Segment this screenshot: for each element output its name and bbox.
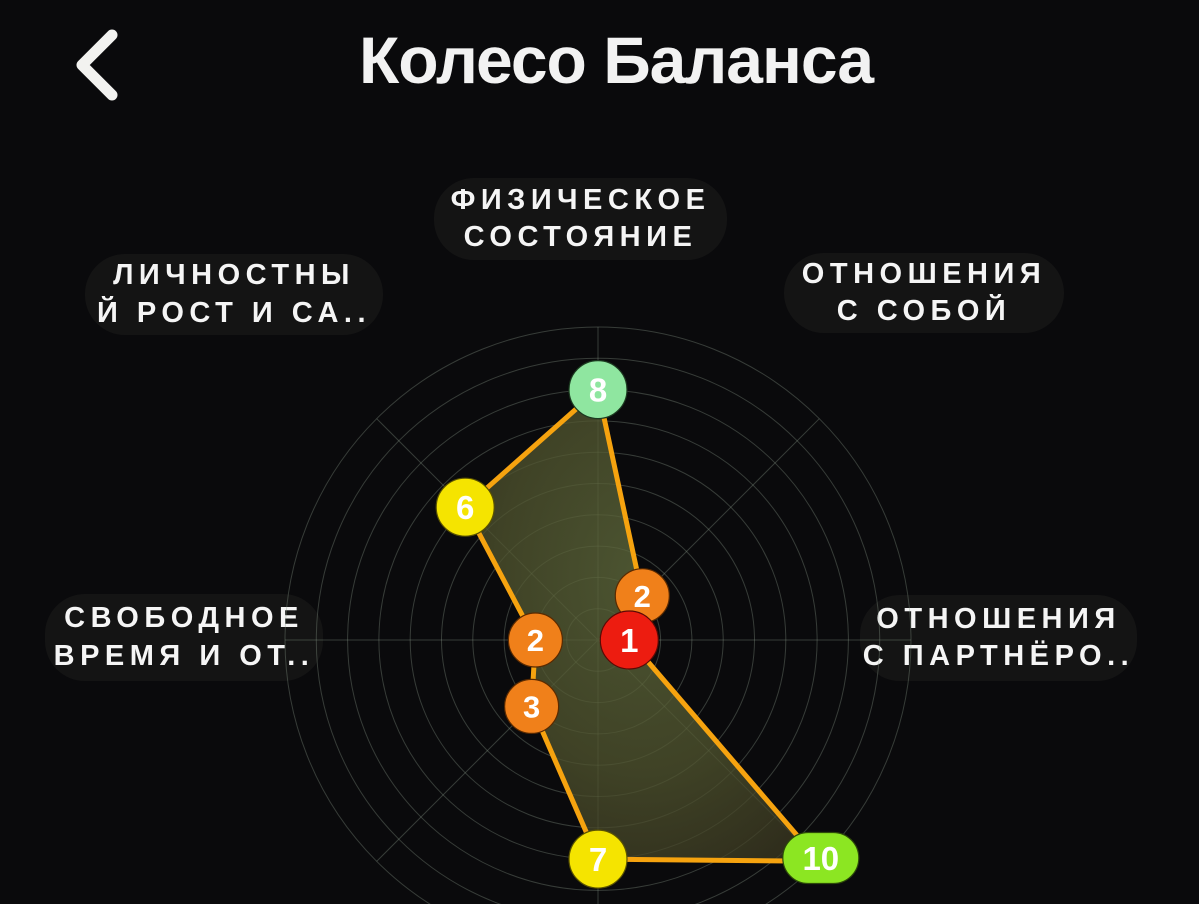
svg-text:6: 6 (456, 489, 474, 526)
svg-text:2: 2 (634, 579, 651, 614)
svg-text:3: 3 (523, 690, 540, 725)
svg-text:1: 1 (620, 622, 638, 659)
svg-text:8: 8 (589, 371, 607, 408)
svg-text:2: 2 (527, 623, 544, 658)
svg-text:7: 7 (589, 841, 607, 878)
svg-text:10: 10 (802, 840, 839, 877)
